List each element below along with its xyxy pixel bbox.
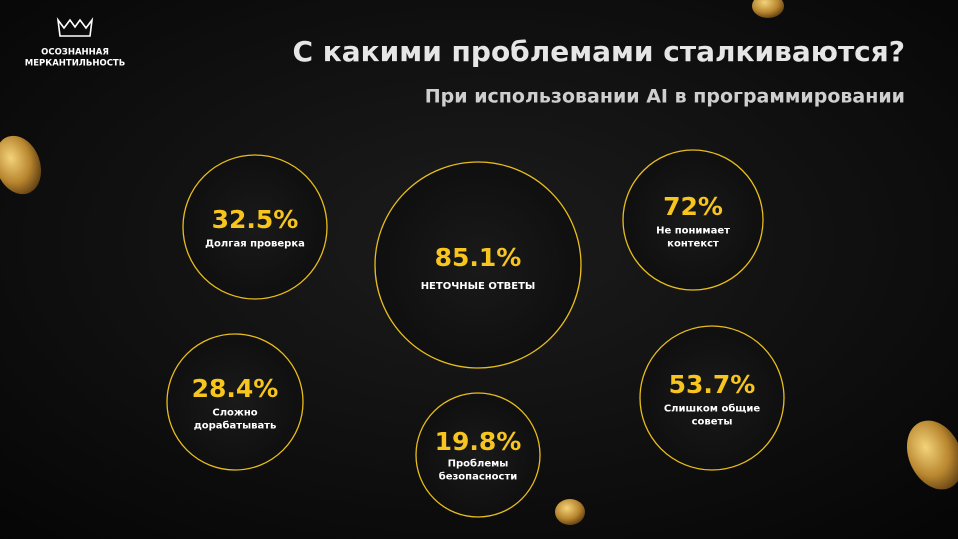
bubble-value: 32.5%: [212, 205, 299, 234]
bubble-label: Долгая проверка: [205, 239, 305, 250]
coin: [0, 135, 42, 195]
bubble-value: 28.4%: [192, 374, 279, 403]
bubble-label: дорабатывать: [194, 420, 277, 432]
bubble-label: советы: [692, 417, 733, 428]
brand-line: ОСОЗНАННАЯ: [41, 48, 109, 58]
bubble-value: 19.8%: [435, 427, 522, 456]
bubble-value: 72%: [663, 192, 723, 221]
bubble-label: Сложно: [212, 408, 257, 419]
bubble-value: 53.7%: [669, 370, 756, 399]
bubble: [374, 161, 582, 369]
logo: ОСОЗНАННАЯ МЕРКАНТИЛЬНОСТЬ: [25, 17, 125, 69]
bubble: [639, 325, 785, 471]
bubble: [166, 333, 304, 471]
bubble: [415, 392, 541, 518]
bubble-value: 85.1%: [435, 243, 522, 272]
coins: [0, 0, 958, 525]
coin: [555, 499, 585, 525]
bubble-label: безопасности: [439, 471, 518, 483]
bubble-label: Слишком общие: [664, 403, 761, 415]
bubble-label: НЕТОЧНЫЕ ОТВЕТЫ: [421, 281, 536, 292]
bubble: [622, 149, 764, 291]
bubble-label: Не понимает: [656, 226, 730, 237]
coin: [906, 420, 958, 490]
title: С какими проблемами сталкиваются?: [292, 35, 905, 68]
bubble-label: Проблемы: [448, 458, 509, 470]
bubble: [182, 154, 328, 300]
logo-icon: [56, 17, 94, 37]
bubbles: 32.5% Долгая проверка 85.1% НЕТОЧНЫЕ ОТВЕТЫ…: [166, 149, 785, 518]
bubble-label: контекст: [667, 239, 719, 250]
coin: [752, 0, 784, 18]
subtitle: При использовании AI в программировании: [425, 86, 905, 108]
brand-line: МЕРКАНТИЛЬНОСТЬ: [25, 59, 125, 69]
